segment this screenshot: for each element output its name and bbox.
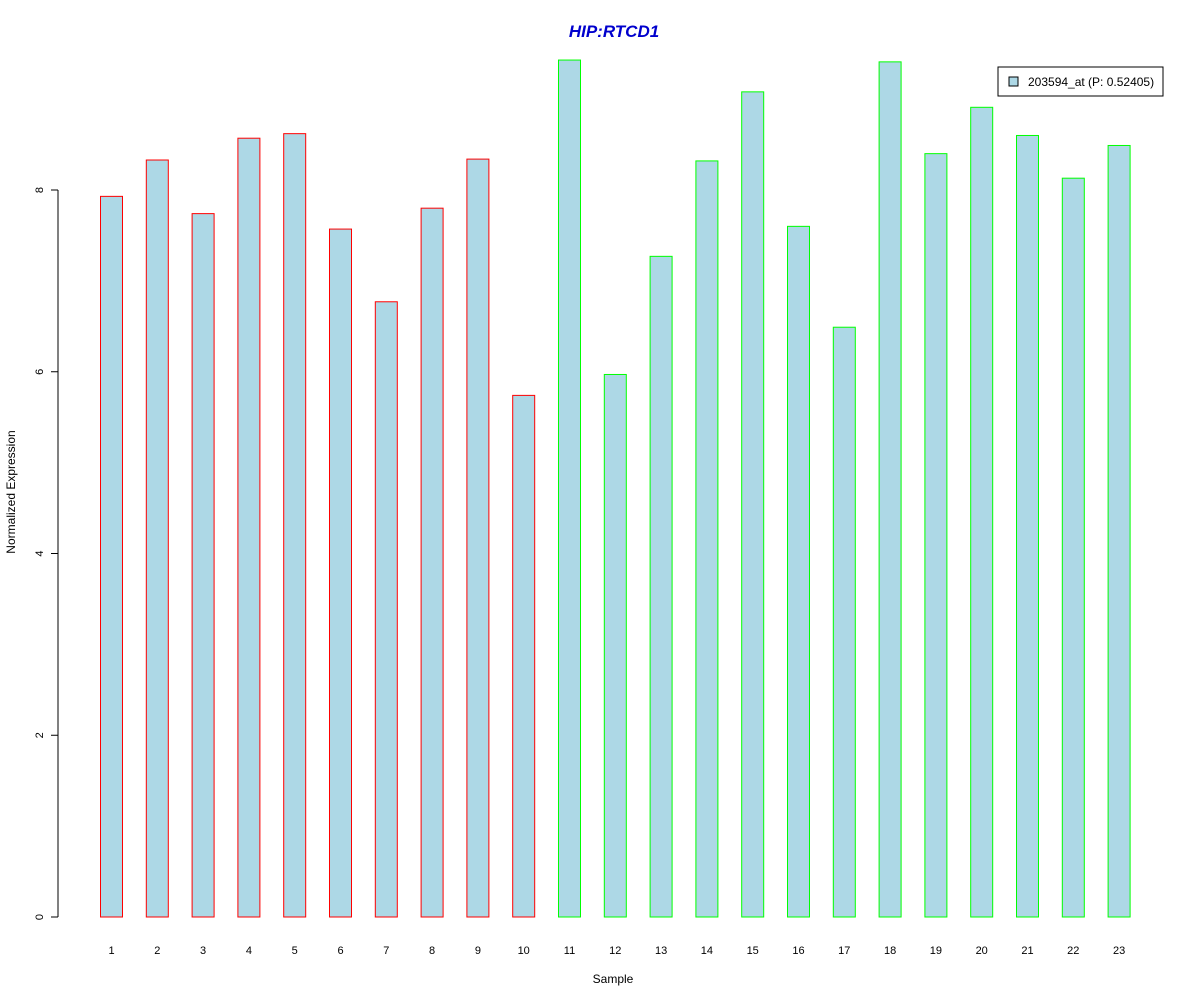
chart-title: HIP:RTCD1 (569, 22, 659, 41)
bar-group (100, 59, 1131, 918)
x-tick-label: 9 (475, 945, 481, 957)
x-tick-label: 4 (246, 945, 252, 957)
x-tick-label: 5 (292, 945, 298, 957)
bar-sample-3 (191, 213, 215, 918)
y-tick-label: 4 (34, 550, 46, 556)
x-tick-label: 10 (518, 945, 530, 957)
x-axis-label: Sample (593, 972, 634, 986)
x-tick-label: 18 (884, 945, 896, 957)
bar-sample-8 (420, 207, 444, 918)
bar-sample-20 (970, 106, 994, 918)
x-tick-label: 1 (108, 945, 114, 957)
x-tick-label: 12 (609, 945, 621, 957)
bar-sample-10 (512, 394, 536, 918)
y-tick-label: 8 (34, 187, 46, 193)
bar-sample-11 (558, 59, 581, 918)
bar-sample-16 (787, 225, 810, 918)
legend-box (997, 66, 1164, 97)
x-tick-label: 16 (792, 945, 804, 957)
bar-sample-15 (741, 91, 765, 918)
bar-sample-12 (603, 373, 627, 918)
y-axis: 0 2 4 6 8 (34, 187, 59, 920)
bar-sample-7 (374, 301, 398, 918)
x-tick-label: 13 (655, 945, 667, 957)
bar-sample-22 (1061, 177, 1085, 918)
bar-sample-9 (466, 158, 490, 918)
legend-swatch (1008, 76, 1019, 87)
y-tick-label: 2 (34, 732, 46, 738)
x-tick-label: 21 (1021, 945, 1033, 957)
bar-sample-5 (283, 133, 307, 918)
bar-sample-13 (649, 255, 673, 918)
x-tick-label: 7 (383, 945, 389, 957)
bar-sample-1 (100, 195, 123, 918)
bar-sample-14 (695, 160, 719, 918)
x-tick-label: 22 (1067, 945, 1079, 957)
bar-sample-17 (832, 326, 856, 918)
y-tick-label: 0 (34, 914, 46, 920)
y-tick-label: 6 (34, 369, 46, 375)
x-tick-label: 23 (1113, 945, 1125, 957)
bar-sample-19 (924, 153, 948, 918)
y-axis-label: Normalized Expression (4, 430, 18, 553)
legend: 203594_at (P: 0.52405) (997, 66, 1164, 97)
x-tick-label: 15 (747, 945, 759, 957)
x-tick-label: 6 (337, 945, 343, 957)
bar-sample-21 (1016, 134, 1039, 918)
x-tick-label: 19 (930, 945, 942, 957)
x-tick-label: 20 (976, 945, 988, 957)
bar-sample-2 (145, 159, 169, 918)
x-tick-label: 14 (701, 945, 713, 957)
x-tick-label: 8 (429, 945, 435, 957)
x-tick-label: 11 (564, 945, 575, 957)
legend-series-label: 203594_at (P: 0.52405) (1028, 75, 1154, 89)
bar-sample-4 (237, 137, 261, 918)
bar-sample-6 (329, 228, 352, 918)
x-tick-label: 3 (200, 945, 206, 957)
bar-sample-23 (1107, 144, 1131, 918)
bar-sample-18 (878, 61, 902, 918)
x-tick-label: 17 (838, 945, 850, 957)
x-tick-label: 2 (154, 945, 160, 957)
x-tick-labels: 1 2 3 4 5 6 7 8 9 10 11 12 13 14 15 16 17 18 19 20 21 22 23 (108, 945, 1125, 957)
